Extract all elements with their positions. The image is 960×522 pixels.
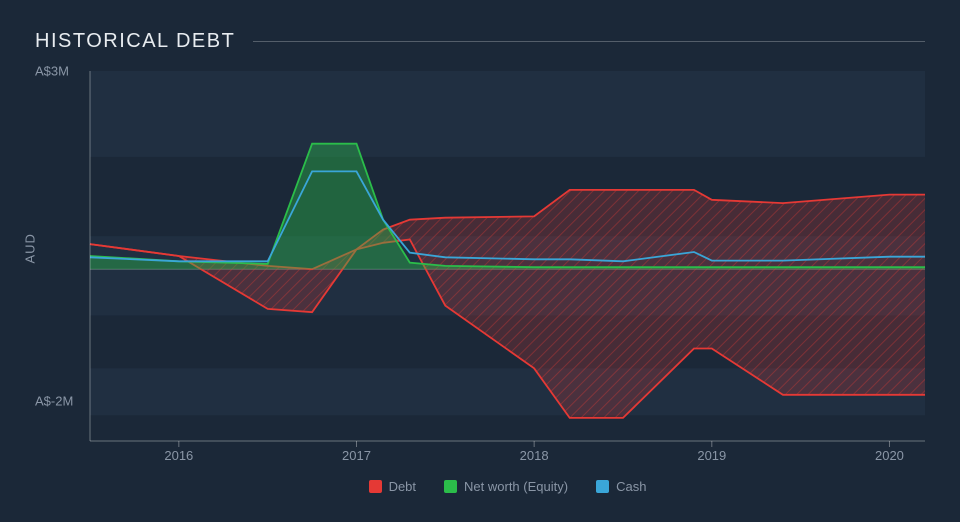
legend-label: Debt (389, 479, 416, 494)
chart-svg (90, 71, 925, 441)
legend-swatch (444, 480, 457, 493)
legend-label: Cash (616, 479, 646, 494)
x-tick-label: 2020 (875, 448, 904, 463)
x-tick-label: 2016 (164, 448, 193, 463)
title-divider (253, 41, 925, 42)
legend-item-debt: Debt (369, 479, 416, 494)
y-tick-label: A$3M (35, 64, 69, 79)
legend-item-equity: Net worth (Equity) (444, 479, 568, 494)
x-tick-label: 2017 (342, 448, 371, 463)
legend-swatch (369, 480, 382, 493)
x-tick-label: 2018 (520, 448, 549, 463)
y-tick-label: A$-2M (35, 394, 73, 409)
y-axis-title: AUD (23, 233, 38, 263)
legend-swatch (596, 480, 609, 493)
legend: Debt Net worth (Equity) Cash (90, 479, 925, 494)
legend-label: Net worth (Equity) (464, 479, 568, 494)
chart-title-row: HISTORICAL DEBT (35, 30, 925, 53)
x-tick-label: 2019 (697, 448, 726, 463)
historical-debt-chart: HISTORICAL DEBT AUD A$-2MA$3M20162017201… (0, 0, 960, 522)
plot-area: AUD A$-2MA$3M20162017201820192020 (90, 71, 925, 441)
legend-item-cash: Cash (596, 479, 646, 494)
chart-title: HISTORICAL DEBT (35, 30, 253, 53)
